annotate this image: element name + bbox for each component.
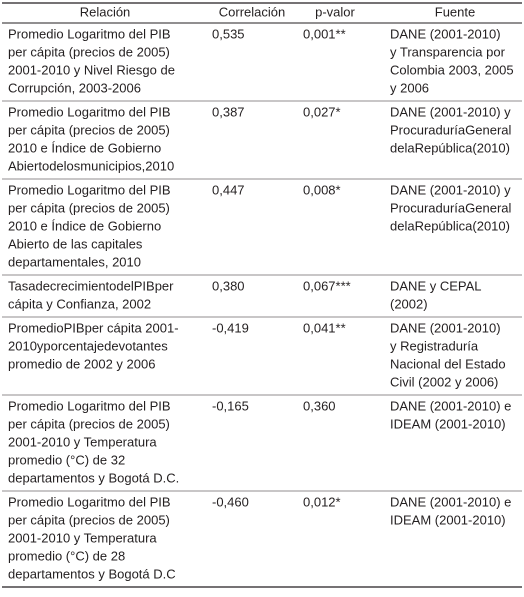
cell-text: Promedio Logaritmo del PIB	[8, 26, 171, 41]
cell-text: y Registraduría	[390, 338, 479, 353]
cell-text: IDEAM (2001-2010)	[390, 512, 506, 527]
cell-text: 0,387	[212, 104, 245, 119]
cell-text: ProcuraduríaGeneral	[390, 122, 512, 137]
cell-text: -0,165	[212, 398, 249, 413]
cell-text: Promedio Logaritmo del PIB	[8, 494, 171, 509]
cell-text: DANE (2001-2010) e	[390, 398, 511, 413]
cell-text: 2010yporcentajedevotantes	[8, 338, 168, 353]
cell-text: promedio (°C) de 28	[8, 548, 125, 563]
cell-text: delaRepública(2010)	[390, 140, 510, 155]
cell-text: Abierto de las capitales	[8, 236, 143, 251]
cell-text: 0,008*	[303, 182, 341, 197]
cell-text: Colombia 2003, 2005	[390, 62, 514, 77]
cell-text: Promedio Logaritmo del PIB	[8, 398, 171, 413]
cell-text: TasadecrecimientodelPIBper	[8, 278, 174, 293]
header-cell: Correlación	[219, 4, 285, 19]
cell-text: departamentales, 2010	[8, 254, 141, 269]
cell-text: (2002)	[390, 296, 428, 311]
cell-text: Promedio Logaritmo del PIB	[8, 182, 171, 197]
cell-text: 0,067***	[303, 278, 351, 293]
cell-text: Civil (2002 y 2006)	[390, 374, 498, 389]
cell-text: -0,419	[212, 320, 249, 335]
cell-text: PromedioPIBper cápita 2001-	[8, 320, 179, 335]
cell-text: 0,535	[212, 26, 245, 41]
cell-text: delaRepública(2010)	[390, 218, 510, 233]
cell-text: Corrupción, 2003-2006	[8, 80, 141, 95]
cell-text: DANE (2001-2010)	[390, 320, 501, 335]
cell-text: per cápita (precios de 2005)	[8, 44, 170, 59]
cell-text: departamentos y Bogotá D.C	[8, 566, 176, 581]
header-cell: Fuente	[435, 4, 475, 19]
cell-text: promedio (°C) de 32	[8, 452, 125, 467]
cell-text: 0,360	[303, 398, 336, 413]
cell-text: 0,380	[212, 278, 245, 293]
cell-text: per cápita (precios de 2005)	[8, 122, 170, 137]
cell-text: per cápita (precios de 2005)	[8, 200, 170, 215]
header-cell: p-valor	[315, 4, 355, 19]
cell-text: 0,001**	[303, 26, 346, 41]
cell-text: 0,447	[212, 182, 245, 197]
cell-text: DANE (2001-2010) e	[390, 494, 511, 509]
cell-text: 0,041**	[303, 320, 346, 335]
cell-text: 2001-2010 y Temperatura	[8, 434, 157, 449]
cell-text: DANE (2001-2010) y	[390, 182, 511, 197]
cell-text: promedio de 2002 y 2006	[8, 356, 155, 371]
cell-text: DANE y CEPAL	[390, 278, 482, 293]
cell-text: DANE (2001-2010) y	[390, 104, 511, 119]
header-cell: Relación	[80, 4, 131, 19]
cell-text: Nacional del Estado	[390, 356, 506, 371]
cell-text: Abiertodelosmunicipios,2010	[8, 158, 174, 173]
cell-text: departamentos y Bogotá D.C.	[8, 470, 179, 485]
cell-text: DANE (2001-2010)	[390, 26, 501, 41]
cell-text: 0,027*	[303, 104, 341, 119]
cell-text: 2001-2010 y Temperatura	[8, 530, 157, 545]
cell-text: ProcuraduríaGeneral	[390, 200, 512, 215]
cell-text: per cápita (precios de 2005)	[8, 512, 170, 527]
cell-text: 2010 e Índice de Gobierno	[8, 218, 161, 233]
cell-text: IDEAM (2001-2010)	[390, 416, 506, 431]
cell-text: -0,460	[212, 494, 249, 509]
cell-text: 2010 e Índice de Gobierno	[8, 140, 161, 155]
cell-text: per cápita (precios de 2005)	[8, 416, 170, 431]
cell-text: 0,012*	[303, 494, 341, 509]
cell-text: cápita y Confianza, 2002	[8, 296, 151, 311]
cell-text: y Transparencia por	[390, 44, 506, 59]
cell-text: Promedio Logaritmo del PIB	[8, 104, 171, 119]
cell-text: y 2006	[390, 80, 429, 95]
cell-text: 2001-2010 y Nivel Riesgo de	[8, 62, 175, 77]
